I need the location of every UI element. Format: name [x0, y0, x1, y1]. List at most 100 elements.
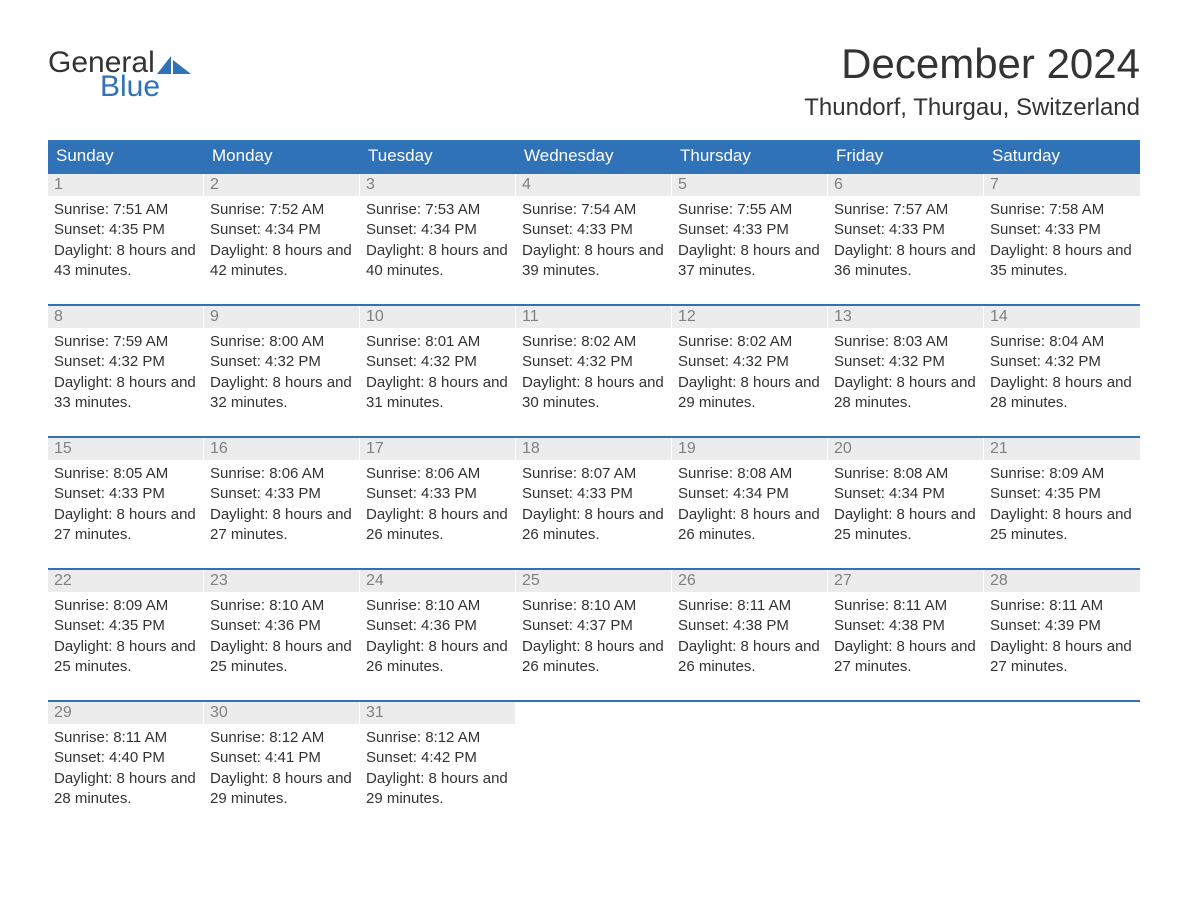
day-number: 15	[48, 438, 204, 460]
day-number: 30	[204, 702, 360, 724]
weekday-tuesday: Tuesday	[360, 140, 516, 172]
day-body: Sunrise: 8:02 AMSunset: 4:32 PMDaylight:…	[672, 328, 828, 424]
day-cell-24: 24Sunrise: 8:10 AMSunset: 4:36 PMDayligh…	[360, 570, 516, 688]
day-body: Sunrise: 7:57 AMSunset: 4:33 PMDaylight:…	[828, 196, 984, 292]
weekday-thursday: Thursday	[672, 140, 828, 172]
weekday-saturday: Saturday	[984, 140, 1140, 172]
day-body: Sunrise: 7:52 AMSunset: 4:34 PMDaylight:…	[204, 196, 360, 292]
day-body: Sunrise: 8:07 AMSunset: 4:33 PMDaylight:…	[516, 460, 672, 556]
day-number: 17	[360, 438, 516, 460]
day-cell-22: 22Sunrise: 8:09 AMSunset: 4:35 PMDayligh…	[48, 570, 204, 688]
day-number: 13	[828, 306, 984, 328]
day-number: 5	[672, 174, 828, 196]
day-body: Sunrise: 8:10 AMSunset: 4:36 PMDaylight:…	[204, 592, 360, 688]
day-cell-25: 25Sunrise: 8:10 AMSunset: 4:37 PMDayligh…	[516, 570, 672, 688]
day-number: 19	[672, 438, 828, 460]
day-body: Sunrise: 8:00 AMSunset: 4:32 PMDaylight:…	[204, 328, 360, 424]
day-number: 22	[48, 570, 204, 592]
calendar-body: 1Sunrise: 7:51 AMSunset: 4:35 PMDaylight…	[48, 172, 1140, 820]
day-cell-30: 30Sunrise: 8:12 AMSunset: 4:41 PMDayligh…	[204, 702, 360, 820]
day-number: 10	[360, 306, 516, 328]
day-body: Sunrise: 8:03 AMSunset: 4:32 PMDaylight:…	[828, 328, 984, 424]
day-cell-31: 31Sunrise: 8:12 AMSunset: 4:42 PMDayligh…	[360, 702, 516, 820]
weekday-friday: Friday	[828, 140, 984, 172]
day-number: 16	[204, 438, 360, 460]
day-number: 1	[48, 174, 204, 196]
day-cell-12: 12Sunrise: 8:02 AMSunset: 4:32 PMDayligh…	[672, 306, 828, 424]
logo-flag-icon	[157, 54, 191, 74]
day-cell-empty	[984, 702, 1140, 820]
day-cell-empty	[828, 702, 984, 820]
day-body: Sunrise: 8:09 AMSunset: 4:35 PMDaylight:…	[984, 460, 1140, 556]
day-cell-10: 10Sunrise: 8:01 AMSunset: 4:32 PMDayligh…	[360, 306, 516, 424]
day-number: 2	[204, 174, 360, 196]
day-cell-1: 1Sunrise: 7:51 AMSunset: 4:35 PMDaylight…	[48, 174, 204, 292]
day-cell-4: 4Sunrise: 7:54 AMSunset: 4:33 PMDaylight…	[516, 174, 672, 292]
day-body: Sunrise: 7:53 AMSunset: 4:34 PMDaylight:…	[360, 196, 516, 292]
day-number: 25	[516, 570, 672, 592]
day-cell-9: 9Sunrise: 8:00 AMSunset: 4:32 PMDaylight…	[204, 306, 360, 424]
day-number: 4	[516, 174, 672, 196]
day-body: Sunrise: 8:11 AMSunset: 4:38 PMDaylight:…	[828, 592, 984, 688]
day-number: 27	[828, 570, 984, 592]
day-cell-6: 6Sunrise: 7:57 AMSunset: 4:33 PMDaylight…	[828, 174, 984, 292]
day-body: Sunrise: 7:58 AMSunset: 4:33 PMDaylight:…	[984, 196, 1140, 292]
day-body: Sunrise: 8:05 AMSunset: 4:33 PMDaylight:…	[48, 460, 204, 556]
week-row: 29Sunrise: 8:11 AMSunset: 4:40 PMDayligh…	[48, 700, 1140, 820]
weekday-monday: Monday	[204, 140, 360, 172]
day-cell-28: 28Sunrise: 8:11 AMSunset: 4:39 PMDayligh…	[984, 570, 1140, 688]
day-body: Sunrise: 7:54 AMSunset: 4:33 PMDaylight:…	[516, 196, 672, 292]
week-row: 8Sunrise: 7:59 AMSunset: 4:32 PMDaylight…	[48, 304, 1140, 424]
day-body: Sunrise: 8:12 AMSunset: 4:41 PMDaylight:…	[204, 724, 360, 820]
day-body	[984, 706, 1140, 802]
day-body: Sunrise: 8:04 AMSunset: 4:32 PMDaylight:…	[984, 328, 1140, 424]
day-cell-26: 26Sunrise: 8:11 AMSunset: 4:38 PMDayligh…	[672, 570, 828, 688]
day-body: Sunrise: 8:09 AMSunset: 4:35 PMDaylight:…	[48, 592, 204, 688]
week-row: 22Sunrise: 8:09 AMSunset: 4:35 PMDayligh…	[48, 568, 1140, 688]
day-body: Sunrise: 8:02 AMSunset: 4:32 PMDaylight:…	[516, 328, 672, 424]
day-body: Sunrise: 8:06 AMSunset: 4:33 PMDaylight:…	[204, 460, 360, 556]
day-body: Sunrise: 8:11 AMSunset: 4:40 PMDaylight:…	[48, 724, 204, 820]
day-body: Sunrise: 8:08 AMSunset: 4:34 PMDaylight:…	[828, 460, 984, 556]
week-row: 1Sunrise: 7:51 AMSunset: 4:35 PMDaylight…	[48, 172, 1140, 292]
day-body: Sunrise: 8:10 AMSunset: 4:37 PMDaylight:…	[516, 592, 672, 688]
day-number: 9	[204, 306, 360, 328]
day-cell-18: 18Sunrise: 8:07 AMSunset: 4:33 PMDayligh…	[516, 438, 672, 556]
weekday-header-row: SundayMondayTuesdayWednesdayThursdayFrid…	[48, 140, 1140, 172]
day-number: 3	[360, 174, 516, 196]
page-title: December 2024	[804, 40, 1140, 88]
day-number: 21	[984, 438, 1140, 460]
day-number: 23	[204, 570, 360, 592]
day-cell-3: 3Sunrise: 7:53 AMSunset: 4:34 PMDaylight…	[360, 174, 516, 292]
day-body: Sunrise: 7:51 AMSunset: 4:35 PMDaylight:…	[48, 196, 204, 292]
day-body: Sunrise: 7:55 AMSunset: 4:33 PMDaylight:…	[672, 196, 828, 292]
day-cell-empty	[672, 702, 828, 820]
logo: General Blue	[48, 48, 191, 102]
day-cell-27: 27Sunrise: 8:11 AMSunset: 4:38 PMDayligh…	[828, 570, 984, 688]
day-body: Sunrise: 8:01 AMSunset: 4:32 PMDaylight:…	[360, 328, 516, 424]
day-cell-8: 8Sunrise: 7:59 AMSunset: 4:32 PMDaylight…	[48, 306, 204, 424]
logo-text-blue: Blue	[100, 72, 191, 102]
day-number: 26	[672, 570, 828, 592]
day-number: 31	[360, 702, 516, 724]
day-number: 24	[360, 570, 516, 592]
weekday-wednesday: Wednesday	[516, 140, 672, 172]
day-body	[828, 706, 984, 802]
day-cell-7: 7Sunrise: 7:58 AMSunset: 4:33 PMDaylight…	[984, 174, 1140, 292]
day-cell-23: 23Sunrise: 8:10 AMSunset: 4:36 PMDayligh…	[204, 570, 360, 688]
day-cell-15: 15Sunrise: 8:05 AMSunset: 4:33 PMDayligh…	[48, 438, 204, 556]
day-cell-5: 5Sunrise: 7:55 AMSunset: 4:33 PMDaylight…	[672, 174, 828, 292]
day-cell-14: 14Sunrise: 8:04 AMSunset: 4:32 PMDayligh…	[984, 306, 1140, 424]
day-number: 12	[672, 306, 828, 328]
calendar: SundayMondayTuesdayWednesdayThursdayFrid…	[48, 140, 1140, 820]
header: General Blue December 2024 Thundorf, Thu…	[48, 40, 1140, 122]
day-number: 18	[516, 438, 672, 460]
day-cell-20: 20Sunrise: 8:08 AMSunset: 4:34 PMDayligh…	[828, 438, 984, 556]
day-cell-17: 17Sunrise: 8:06 AMSunset: 4:33 PMDayligh…	[360, 438, 516, 556]
day-cell-11: 11Sunrise: 8:02 AMSunset: 4:32 PMDayligh…	[516, 306, 672, 424]
day-cell-empty	[516, 702, 672, 820]
day-body: Sunrise: 8:12 AMSunset: 4:42 PMDaylight:…	[360, 724, 516, 820]
week-row: 15Sunrise: 8:05 AMSunset: 4:33 PMDayligh…	[48, 436, 1140, 556]
day-cell-13: 13Sunrise: 8:03 AMSunset: 4:32 PMDayligh…	[828, 306, 984, 424]
day-body	[516, 706, 672, 802]
